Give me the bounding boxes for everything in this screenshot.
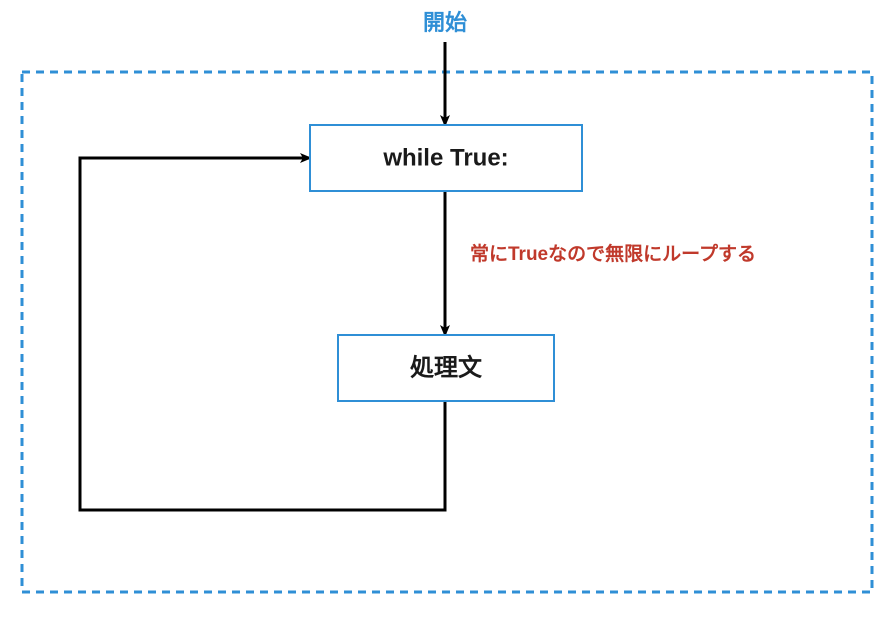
process-node-label: 処理文	[410, 354, 483, 382]
flowchart-canvas: while True: 処理文 開始常にTrueなので無限にループする	[0, 0, 890, 630]
start-label: 開始	[423, 10, 467, 35]
while-node-label: while True:	[382, 145, 508, 172]
loop-annotation: 常にTrueなので無限にループする	[470, 242, 756, 265]
